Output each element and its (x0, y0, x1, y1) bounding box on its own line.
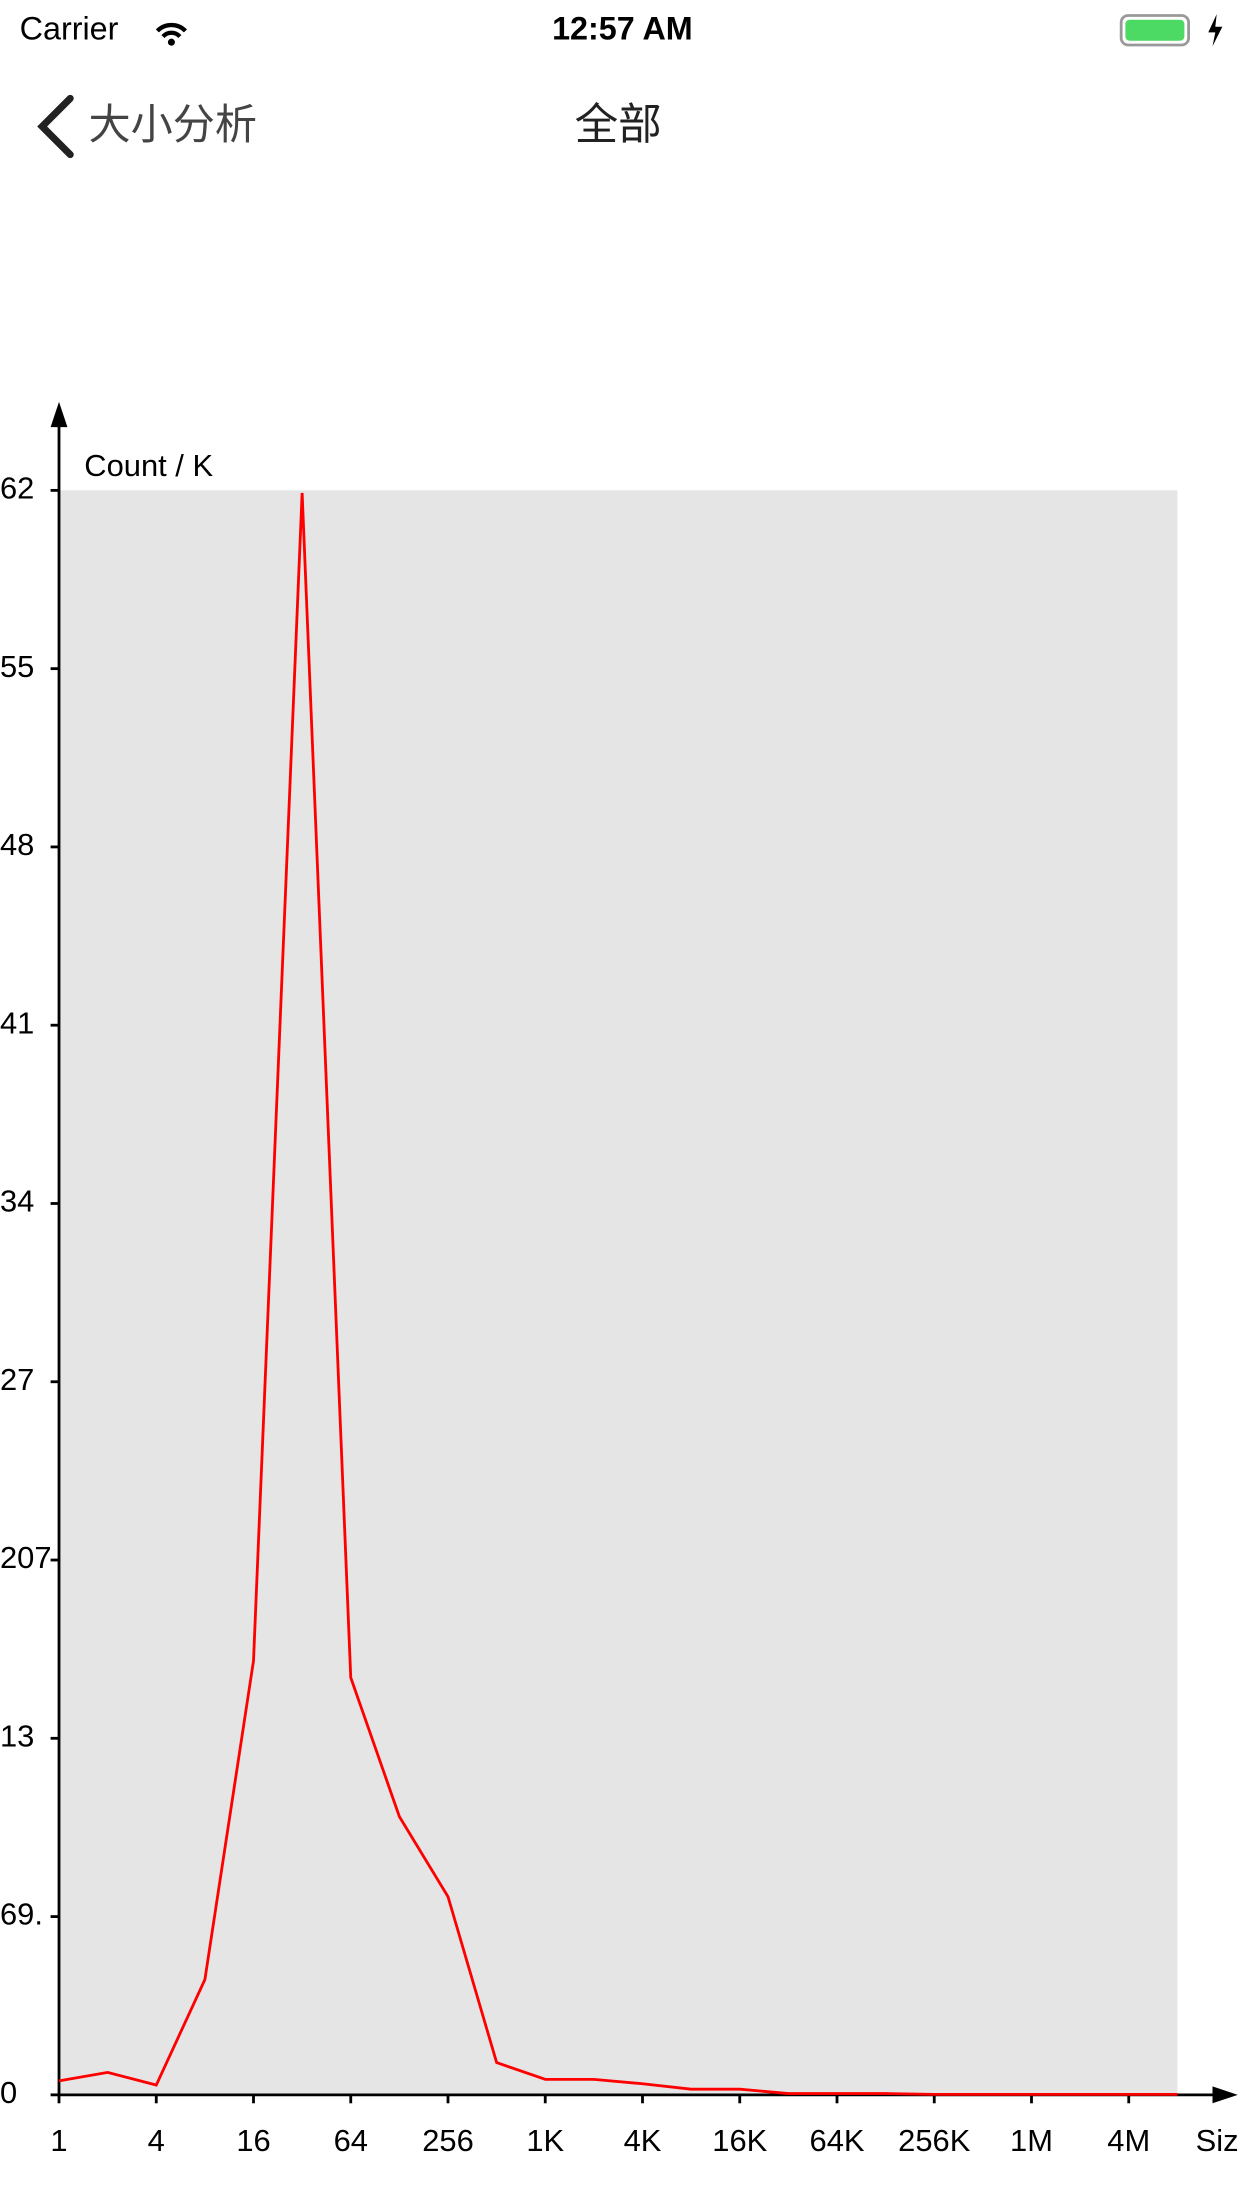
battery-level (1125, 19, 1185, 41)
data-line (58, 492, 1178, 2096)
y-tick-label: 207 (0, 1540, 52, 1575)
x-tick-label: 64K (810, 2123, 865, 2158)
y-tick-label: 55 (0, 649, 34, 684)
x-axis-arrow (1212, 2086, 1238, 2104)
x-tick-label: 1M (1010, 2123, 1053, 2158)
carrier: Carrier (20, 10, 119, 46)
x-tick-label: 1K (526, 2123, 564, 2158)
y-tick-label: 41 (0, 1005, 34, 1040)
x-tick-label: 4 (148, 2123, 165, 2158)
y-tick-label: 27 (0, 1362, 34, 1397)
y-tick-label: 62 (0, 471, 34, 506)
x-tick-label: 4K (624, 2123, 662, 2158)
x-tick-label: 4M (1107, 2123, 1150, 2158)
x-tick-label: 64 (334, 2123, 368, 2158)
x-tick-label: 16K (712, 2123, 767, 2158)
y-tick-label: 69. (0, 1897, 43, 1932)
chart: Count / K Siz 0 69. 13 207 27 34 41 48 55 62 1 4 16 64 2… (0, 401, 1239, 2158)
clock: 12:57 AM (552, 10, 693, 46)
x-tick-label: 256K (898, 2123, 971, 2158)
wifi-dot (167, 38, 175, 46)
x-tick-label: 1 (50, 2123, 67, 2158)
back-button[interactable]: 大小分析 (37, 94, 258, 159)
x-axis-label: Siz (1196, 2123, 1239, 2158)
y-axis-label: Count / K (84, 448, 213, 483)
back-label[interactable]: 大小分析 (89, 101, 258, 148)
y-tick-label: 0 (0, 2075, 17, 2110)
plot-background (59, 490, 1178, 2095)
charging-icon (1208, 14, 1223, 47)
wifi-icon (155, 23, 187, 39)
y-tick-label: 48 (0, 827, 34, 862)
y-tick-label: 13 (0, 1718, 34, 1753)
y-axis-arrow (50, 401, 68, 428)
x-tick-label: 16 (236, 2123, 270, 2158)
back-chevron[interactable] (37, 94, 74, 159)
y-tick-label: 34 (0, 1184, 34, 1219)
battery (1119, 14, 1191, 47)
x-tick-label: 256 (422, 2123, 474, 2158)
nav-title: 全部 (575, 101, 662, 149)
